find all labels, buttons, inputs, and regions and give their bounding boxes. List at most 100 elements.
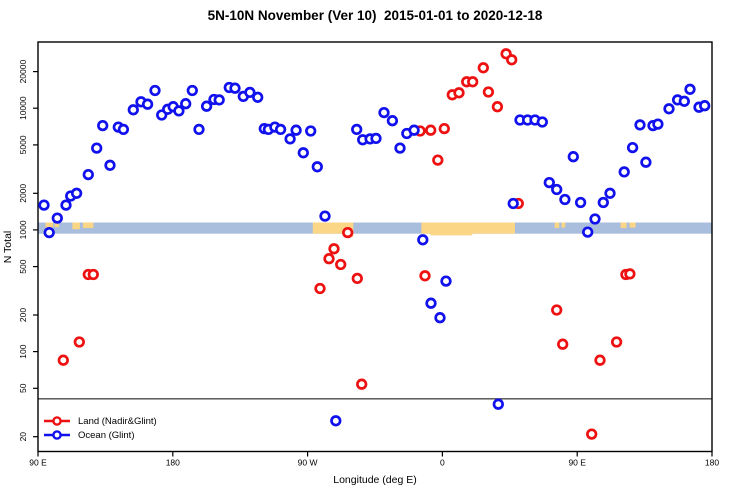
x-tick-label: 90 E <box>568 458 586 468</box>
ocean-point <box>652 118 664 130</box>
ocean-point <box>104 159 116 171</box>
land-point <box>453 87 465 99</box>
y-tick-label: 20000 <box>18 60 28 84</box>
ocean-point <box>311 161 323 173</box>
ocean-point <box>386 115 399 127</box>
ocean-point <box>186 84 198 97</box>
ocean-point <box>200 100 213 112</box>
ocean-point <box>60 199 72 211</box>
ocean-point <box>574 196 587 209</box>
ocean-point <box>290 124 302 136</box>
land-point <box>323 253 335 265</box>
y-tick-label: 20 <box>18 432 28 442</box>
plot-border <box>37 41 713 453</box>
land-point <box>432 154 444 166</box>
land-point <box>482 86 495 98</box>
land-point <box>624 268 636 280</box>
ocean-point <box>173 105 185 117</box>
y-tick-label: 2000 <box>18 184 28 203</box>
ocean-point <box>43 226 55 239</box>
land-point <box>328 243 340 255</box>
ocean-series-marker-icon <box>44 430 70 440</box>
land-point <box>551 304 563 316</box>
land-point <box>506 54 518 66</box>
land-point <box>351 272 363 285</box>
y-tick-label: 500 <box>18 259 28 273</box>
ocean-point <box>274 123 287 136</box>
land-point <box>610 336 623 348</box>
legend-item-ocean: Ocean (Glint) <box>44 428 157 442</box>
legend-label-ocean: Ocean (Glint) <box>78 429 135 441</box>
ocean-point <box>370 132 382 145</box>
y-tick-label: 5000 <box>18 135 28 154</box>
y-tick-label: 1000 <box>18 220 28 239</box>
ocean-point <box>394 142 406 154</box>
land-point <box>335 258 347 271</box>
land-point <box>73 336 85 348</box>
ocean-point <box>434 312 446 324</box>
land-point <box>491 101 504 113</box>
land-band-patch <box>561 222 566 228</box>
ocean-point <box>492 398 504 410</box>
land-point <box>314 282 326 295</box>
ocean-point <box>640 156 652 168</box>
ocean-point <box>582 226 594 238</box>
ocean-point <box>567 151 579 163</box>
ocean-point <box>180 98 192 110</box>
ocean-point <box>604 187 616 199</box>
ocean-point <box>543 176 555 189</box>
ocean-point <box>127 104 139 116</box>
ocean-point <box>425 297 437 309</box>
ocean-point <box>678 95 690 107</box>
land-point <box>356 378 368 390</box>
land-point <box>594 354 606 366</box>
y-tick-label: 100 <box>18 344 28 358</box>
x-tick-label: 180 <box>705 458 719 468</box>
ocean-point <box>551 183 563 196</box>
ocean-point <box>141 98 154 110</box>
land-band-patch <box>629 222 636 228</box>
ocean-point <box>440 275 452 287</box>
chart-title: 5N-10N November (Ver 10) 2015-01-01 to 2… <box>207 8 543 23</box>
land-point <box>57 354 69 366</box>
ocean-point <box>351 123 363 136</box>
ocean-point <box>330 415 342 427</box>
legend: Land (Nadir&Glint) Ocean (Glint) <box>44 414 157 442</box>
ocean-point <box>634 119 646 131</box>
land-band-patch <box>620 222 627 229</box>
x-axis-label: Longitude (deg E) <box>333 474 417 486</box>
legend-label-land: Land (Nadir&Glint) <box>78 415 157 427</box>
land-point <box>586 428 598 440</box>
ocean-point <box>284 133 296 145</box>
ocean-point <box>408 124 420 136</box>
ocean-point <box>319 210 331 222</box>
land-point <box>342 226 354 239</box>
x-tick-label: 180 <box>166 458 180 468</box>
ocean-point <box>252 91 264 103</box>
land-band-patch <box>72 222 80 230</box>
y-tick-label: 10000 <box>18 96 28 120</box>
ocean-point <box>618 166 630 178</box>
y-tick-label: 200 <box>18 308 28 322</box>
land-band-patch <box>54 222 59 227</box>
land-band-patch <box>312 222 354 234</box>
ocean-point <box>597 196 609 209</box>
legend-item-land: Land (Nadir&Glint) <box>44 414 157 428</box>
ocean-point <box>417 234 429 246</box>
ocean-point <box>297 147 309 159</box>
ocean-point <box>38 199 50 211</box>
ocean-point <box>536 116 548 128</box>
x-tick-label: 90 E <box>29 458 47 468</box>
land-point <box>557 338 569 350</box>
ocean-point <box>97 119 109 132</box>
ocean-point <box>149 84 161 97</box>
ocean-point <box>229 82 241 94</box>
ocean-point <box>559 193 571 206</box>
y-tick-label: 50 <box>18 383 28 393</box>
land-point <box>425 124 437 136</box>
ocean-point <box>684 83 696 95</box>
ocean-point <box>305 125 317 137</box>
ocean-point <box>51 212 63 224</box>
land-point <box>477 62 489 74</box>
